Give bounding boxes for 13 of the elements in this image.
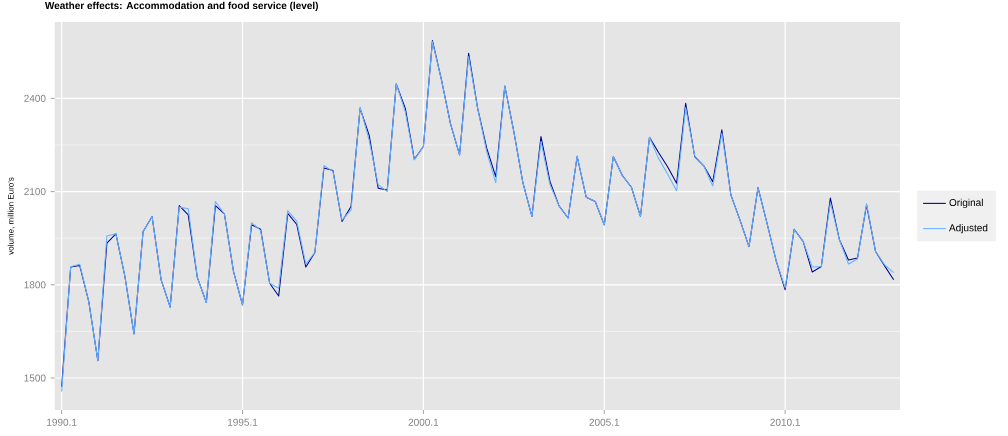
y-tick-label: 1800: [24, 281, 46, 289]
y-tick-label: 2100: [24, 188, 46, 196]
x-tick-label: 1990.1: [47, 418, 77, 426]
x-tick-label: 2005.1: [589, 418, 620, 426]
x-tick-label: 2010.1: [770, 418, 800, 426]
y-axis-title: volume, million Euro's: [7, 177, 15, 255]
y-tick-label: 1500: [24, 374, 46, 382]
x-tick-label: 2000.1: [408, 418, 439, 426]
legend-label: Adjusted: [949, 224, 988, 234]
y-tick-label: 2400: [24, 94, 46, 102]
chart-title: Weather effects: Accommodation and food service (level): [44, 1, 318, 12]
x-tick-label: 1995.1: [227, 418, 258, 426]
legend-label: Original: [949, 198, 983, 209]
